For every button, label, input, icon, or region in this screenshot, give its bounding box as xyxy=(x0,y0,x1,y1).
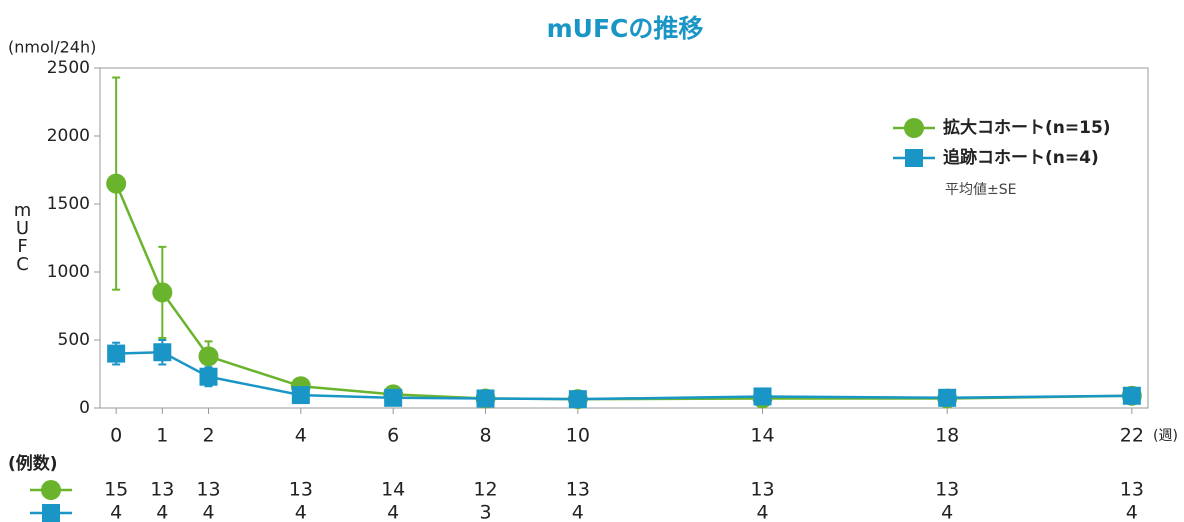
counts-marker xyxy=(42,504,60,522)
x-tick-label: 1 xyxy=(156,425,168,447)
legend-label: 拡大コホート(n=15) xyxy=(943,117,1111,138)
series-line xyxy=(115,183,1132,401)
counts-label: (例数) xyxy=(8,453,58,474)
chart-title: mUFCの推移 xyxy=(547,14,704,43)
x-tick-label: 6 xyxy=(387,425,399,447)
x-tick-label: 18 xyxy=(935,425,959,447)
x-tick-label: 0 xyxy=(110,425,122,447)
data-point xyxy=(152,282,173,303)
count: 13 xyxy=(935,479,959,501)
count: 13 xyxy=(196,479,220,501)
x-tick-label: 4 xyxy=(295,425,307,447)
count: 4 xyxy=(941,502,953,522)
count: 4 xyxy=(110,502,122,522)
count: 13 xyxy=(150,479,174,501)
count: 4 xyxy=(387,502,399,522)
count: 13 xyxy=(289,479,313,501)
y-tick-label: 2000 xyxy=(47,126,90,146)
data-point xyxy=(476,389,495,408)
legend-label: 追跡コホート(n=4) xyxy=(943,147,1099,168)
count: 4 xyxy=(1126,502,1138,522)
y-tick-label: 1500 xyxy=(47,194,90,214)
y-label: mUFC xyxy=(12,200,33,272)
x-tick-label: 10 xyxy=(566,425,590,447)
counts-marker xyxy=(41,480,61,500)
x-tick-label: 14 xyxy=(750,425,774,447)
data-point xyxy=(1122,386,1141,405)
data-point xyxy=(107,344,126,363)
count: 12 xyxy=(473,479,497,501)
x-tick-label: 2 xyxy=(202,425,214,447)
data-point xyxy=(291,386,310,405)
data-point xyxy=(753,387,772,406)
x-tick-label: 22 xyxy=(1120,425,1144,447)
y-tick-label: 500 xyxy=(58,330,90,350)
count: 13 xyxy=(750,479,774,501)
y-tick-label: 2500 xyxy=(47,58,90,78)
data-point xyxy=(384,388,403,407)
count: 15 xyxy=(104,479,128,501)
count: 4 xyxy=(202,502,214,522)
count: 4 xyxy=(572,502,584,522)
data-point xyxy=(568,390,587,409)
series-line xyxy=(116,350,1132,401)
plot-frame xyxy=(99,67,1149,409)
data-point xyxy=(106,173,127,194)
count: 14 xyxy=(381,479,405,501)
x-tick-label: 8 xyxy=(479,425,491,447)
count: 13 xyxy=(1120,479,1144,501)
data-point xyxy=(938,388,957,407)
data-point xyxy=(199,367,218,386)
legend-marker xyxy=(905,149,923,167)
count: 4 xyxy=(756,502,768,522)
data-point xyxy=(153,343,172,362)
data-point xyxy=(198,346,219,367)
count: 4 xyxy=(295,502,307,522)
x-unit: (週) xyxy=(1153,428,1178,444)
legend-note: 平均値±SE xyxy=(945,182,1016,198)
y-tick-label: 1000 xyxy=(47,262,90,282)
y-tick-label: 0 xyxy=(79,398,90,418)
count: 3 xyxy=(479,502,491,522)
legend-marker xyxy=(904,118,924,138)
y-unit: (nmol/24h) xyxy=(8,38,96,57)
count: 13 xyxy=(566,479,590,501)
count: 4 xyxy=(156,502,168,522)
